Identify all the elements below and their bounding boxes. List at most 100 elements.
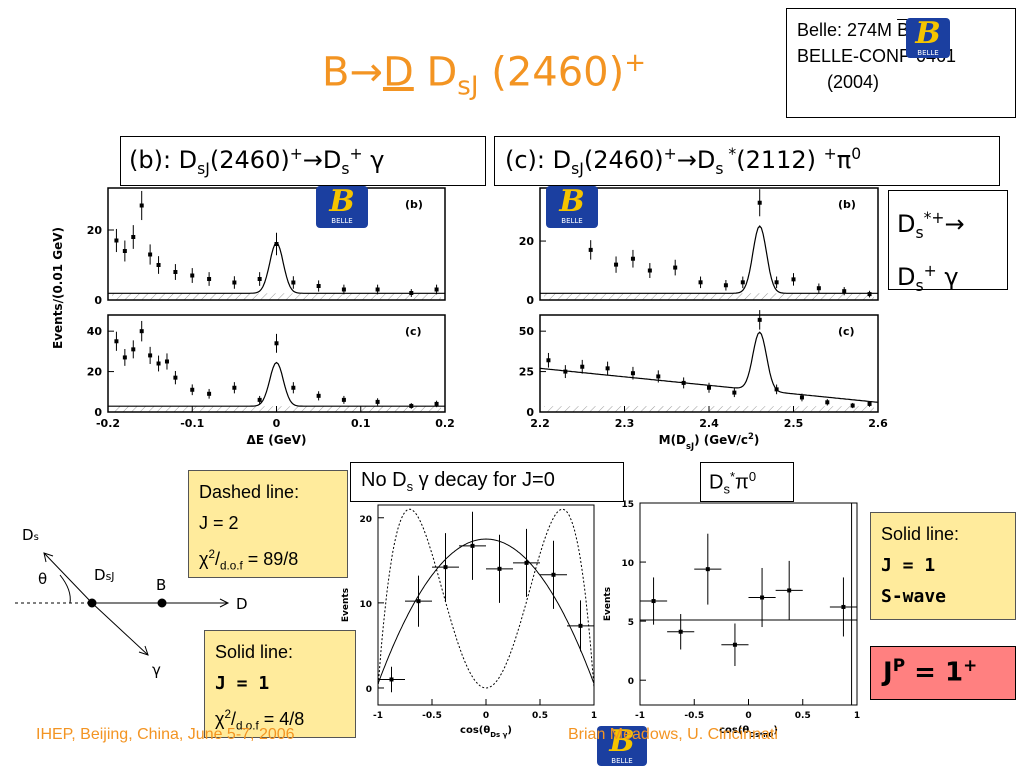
text: γ — [362, 146, 385, 174]
panel-tag: (b) — [405, 198, 423, 211]
x-tick-label: 0.1 — [351, 417, 371, 430]
belle-logo: B BELLE — [316, 186, 368, 228]
x-tick-label: -0.2 — [96, 417, 120, 430]
x-axis-label-part: Ds*π0 — [749, 731, 773, 739]
data-point — [850, 403, 855, 408]
plot-label: Ds*π0 — [700, 462, 794, 502]
logo-text: BELLE — [917, 49, 939, 57]
logo-text: BELLE — [561, 217, 583, 225]
y-axis-label: Events — [603, 587, 613, 621]
data-point — [841, 604, 846, 609]
text: χ — [215, 709, 225, 729]
text: sJ — [571, 159, 584, 178]
y-tick-label: 0 — [526, 294, 534, 307]
text: s — [723, 481, 730, 497]
text: J — [883, 657, 893, 688]
y-tick-label: 20 — [519, 235, 535, 248]
x-tick-label: 0 — [273, 417, 281, 430]
text: Solid line: — [881, 524, 960, 544]
x-axis-label-part: ) (GeV/c — [694, 433, 748, 447]
text: γ decay for J=0 — [413, 469, 555, 491]
x-axis-label: ΔE (GeV) — [247, 433, 307, 447]
data-point — [647, 268, 652, 273]
data-point — [774, 280, 779, 285]
slide-title: B→D DsJ (2460)+ — [322, 48, 646, 101]
y-tick-label: 20 — [359, 515, 372, 525]
data-point — [131, 235, 136, 239]
panel-label: (b): DsJ(2460)+→Ds+ γ — [120, 136, 486, 186]
text: * — [723, 145, 737, 163]
diagram-label: B — [156, 576, 166, 594]
data-point — [232, 280, 237, 285]
text: / — [214, 549, 220, 569]
background-histogram — [544, 293, 874, 300]
title-part: D — [382, 49, 414, 96]
x-tick-label: 1 — [854, 711, 860, 721]
x-axis-label-part: cos(θ — [719, 725, 749, 736]
text: * — [729, 469, 736, 484]
text: = 4/8 — [258, 709, 305, 729]
y-tick-label: 0 — [94, 294, 102, 307]
x-tick-label: 2.4 — [699, 417, 719, 430]
data-point — [207, 391, 212, 396]
text: γ — [936, 262, 959, 291]
data-point — [375, 399, 380, 404]
data-point — [757, 317, 762, 322]
text: s — [341, 159, 350, 178]
data-point — [443, 565, 448, 570]
diagram-label: D — [22, 526, 34, 544]
data-point — [274, 242, 279, 246]
data-point — [164, 359, 169, 364]
plot: 0 20 (b) — [87, 187, 446, 307]
text: (2112) — [736, 146, 824, 174]
text: S-wave — [881, 586, 947, 607]
text: P — [892, 655, 906, 675]
x-axis-label: cos(θDs γ) — [460, 725, 512, 739]
data-point — [131, 347, 136, 352]
data-point — [698, 280, 703, 285]
x-axis-label-part: sJ — [686, 441, 694, 451]
data-point — [148, 252, 153, 257]
data-point — [207, 277, 212, 281]
data-point — [651, 599, 656, 604]
data-point — [434, 287, 439, 292]
jp-box: JP = 1+ — [870, 646, 1016, 700]
data-point — [774, 387, 779, 392]
data-point — [816, 286, 821, 291]
data-point — [375, 287, 380, 292]
y-axis-label: Events — [341, 588, 351, 622]
y-tick-label: 20 — [87, 366, 103, 379]
data-point — [740, 280, 745, 285]
x-axis-label-part: ) — [507, 725, 512, 736]
text: D — [322, 146, 342, 174]
logo-text: BELLE — [331, 217, 353, 225]
fit-curve — [377, 508, 595, 689]
data-point — [434, 401, 439, 406]
data-point — [757, 200, 762, 205]
x-tick-label: 0.5 — [532, 711, 548, 721]
text: (b): D — [129, 146, 198, 174]
solid-line-box: Solid line: J = 1 χ2/d.o.f = 4/8 — [204, 630, 356, 738]
plot: 0 25 50 2.2 2.3 2.4 2.5 2.6 (c) M(DsJ) (GeV/c2) — [519, 310, 888, 451]
x-axis-label-part: ) — [773, 725, 778, 736]
text: D — [897, 210, 916, 238]
diagram-label: sJ — [106, 570, 115, 583]
data-point — [787, 588, 792, 593]
x-axis-label-part: Ds γ — [490, 731, 507, 739]
text: + — [289, 145, 303, 163]
plot: 0 5 10 15 -1 -0.5 0 0.5 1 Events cos(θDs*π0) — [603, 500, 860, 739]
x-tick-label: 0 — [483, 711, 489, 721]
x-axis-label-part: ) — [754, 433, 759, 447]
data-point — [316, 393, 321, 398]
text: D — [696, 146, 716, 174]
data-point — [274, 341, 279, 346]
data-point — [614, 262, 619, 267]
x-tick-label: 2.5 — [784, 417, 804, 430]
y-tick-label: 15 — [621, 500, 634, 510]
x-axis-label: cos(θDs*π0) — [719, 725, 778, 739]
title-part: sJ — [457, 71, 479, 102]
reference-text: (2004) — [827, 72, 880, 92]
text: D — [709, 471, 724, 494]
x-axis-label-part: cos(θ — [460, 725, 490, 736]
